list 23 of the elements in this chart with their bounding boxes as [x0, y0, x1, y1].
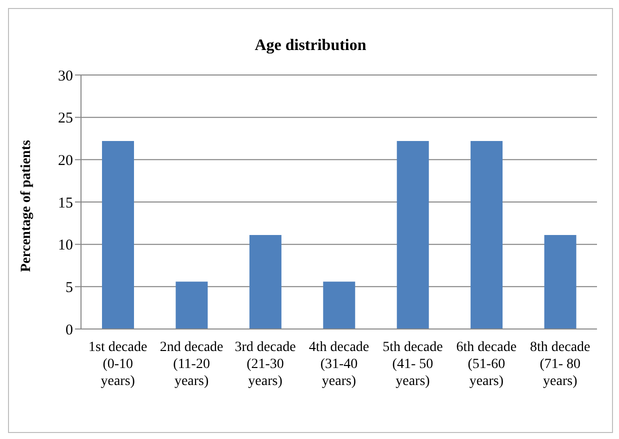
x-tick-label: 4th decade (31-40 years): [308, 340, 370, 389]
y-tick-label: 15: [58, 195, 73, 212]
y-tick-label: 30: [58, 68, 73, 84]
y-tick-label: 25: [58, 110, 73, 127]
y-tick-label: 0: [66, 322, 73, 338]
chart-title: Age distribution: [254, 37, 368, 55]
y-tick-label: 10: [58, 238, 73, 254]
bar: [470, 141, 503, 329]
bar: [323, 282, 356, 329]
x-tick-label: 3rd decade (21-30 years): [234, 340, 296, 389]
x-tick-label: 2nd decade (11-20 years): [160, 340, 224, 389]
bar: [176, 282, 208, 329]
x-tick-label: 8th decade (71- 80 years): [530, 340, 590, 389]
y-tick-label: 5: [66, 280, 73, 296]
y-tick-label: 20: [58, 152, 73, 169]
bar: [102, 141, 134, 329]
bar: [544, 235, 576, 329]
x-tick-label: 5th decade (41- 50 years): [382, 340, 443, 389]
x-tick-label: 6th decade (51-60 years): [456, 340, 517, 389]
y-axis-title: Percentage of patients: [18, 140, 34, 272]
x-tick-label: 1st decade (0-10 years): [88, 340, 148, 389]
bar: [249, 235, 282, 329]
bar: [396, 141, 429, 329]
